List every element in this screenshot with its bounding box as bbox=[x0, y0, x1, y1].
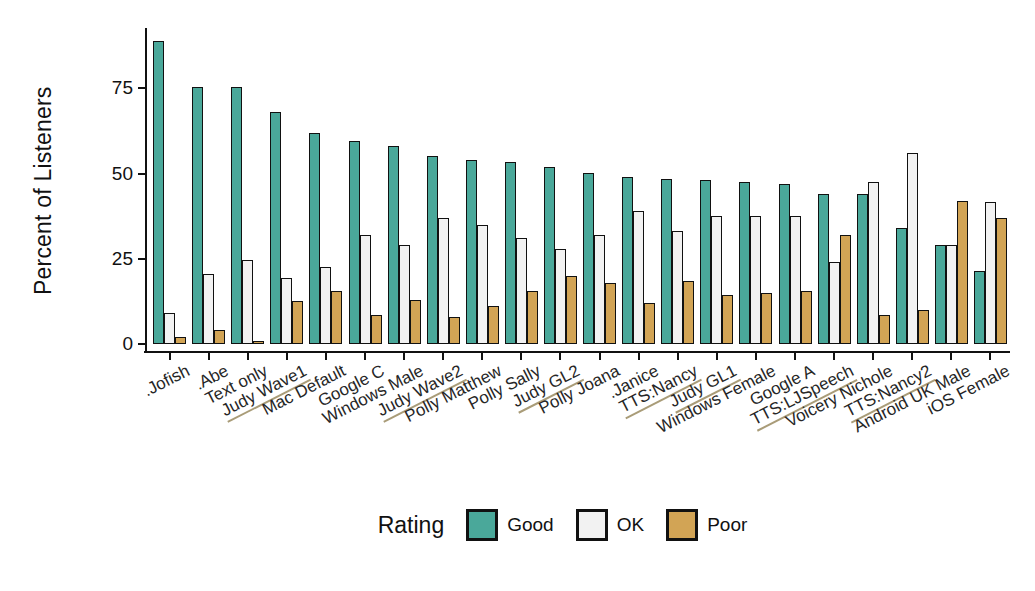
legend: Rating Good OK Poor bbox=[0, 503, 1035, 547]
legend-swatch-ok bbox=[576, 509, 608, 541]
legend-items: Good OK Poor bbox=[466, 509, 747, 541]
legend-item-label: OK bbox=[617, 514, 644, 536]
legend-item: OK bbox=[576, 509, 644, 541]
legend-item-label: Poor bbox=[707, 514, 747, 536]
legend-swatch-good bbox=[466, 509, 498, 541]
legend-item-label: Good bbox=[507, 514, 553, 536]
legend-swatch-poor bbox=[666, 509, 698, 541]
legend-title: Rating bbox=[378, 512, 444, 539]
x-tick-label: .Jofish bbox=[140, 361, 193, 401]
legend-item: Good bbox=[466, 509, 553, 541]
legend-item: Poor bbox=[666, 509, 747, 541]
chart-root: Percent of Listeners 0255075 .Jofish.Abe… bbox=[0, 0, 1035, 591]
